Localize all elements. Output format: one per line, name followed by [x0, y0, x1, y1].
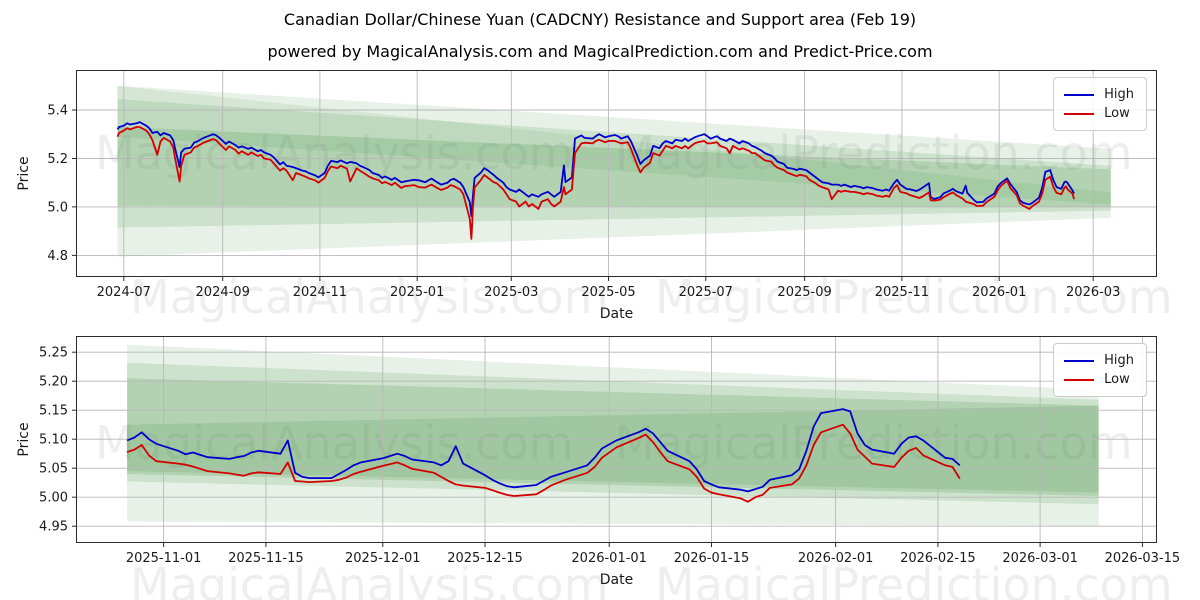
bottom-price-chart: 2025-11-01 2025-11-15 2025-12-01 2025-12-15… [16, 336, 1180, 588]
x-tick-label: 2025-11 [875, 285, 929, 300]
x-tick-label: 2026-01-15 [674, 551, 750, 566]
low-line [126, 423, 961, 503]
y-tick-label: 5.0 [47, 200, 68, 215]
legend-label-low: Low [1104, 106, 1130, 121]
band [127, 378, 1099, 496]
y-axis-label: Price [16, 422, 32, 456]
magicalanalysis-watermark: MagicalAnalysis.com [130, 558, 609, 600]
magicalprediction-watermark: MagicalPrediction.com [655, 270, 1173, 324]
x-tick-label: 2024-09 [196, 285, 250, 300]
legend-label-high: High [1104, 353, 1134, 368]
x-tick-label: 2025-11-01 [126, 551, 202, 566]
band [117, 99, 1111, 228]
x-tick-label: 2025-12-15 [447, 551, 523, 566]
support-resistance-bands [117, 85, 1111, 257]
low-line-swatch [1064, 378, 1095, 381]
band [117, 85, 1111, 257]
plot-frame [76, 336, 1157, 543]
x-axis-label: Date [600, 306, 633, 322]
magicalanalysis-watermark: MagicalAnalysis.com [130, 270, 609, 324]
x-tick-label: 2025-01 [390, 285, 444, 300]
magicalprediction-watermark: MagicalPrediction.com [655, 558, 1173, 600]
x-tick-label: 2026-03 [1066, 285, 1120, 300]
y-axis-label: Price [16, 156, 32, 190]
y-tick-label: 5.00 [39, 491, 68, 506]
x-tick-label: 2026-03-01 [1002, 551, 1078, 566]
legend-item-high: High [1064, 85, 1134, 104]
x-tick-label: 2025-05 [581, 285, 635, 300]
y-axis: 4.95 5.00 5.05 5.10 5.15 5.20 5.25 Price [16, 346, 76, 535]
band [127, 344, 1099, 527]
y-tick-label: 5.2 [47, 152, 68, 167]
y-axis: 4.8 5.0 5.2 5.4 Price [16, 104, 76, 264]
legend-item-high: High [1064, 351, 1134, 370]
x-axis-label: Date [600, 572, 633, 588]
low-line-swatch [1064, 112, 1095, 115]
gridlines [76, 336, 1157, 543]
support-resistance-bands [127, 344, 1099, 527]
x-axis: 2025-11-01 2025-11-15 2025-12-01 2025-12-15… [126, 543, 1180, 588]
y-tick-label: 5.10 [39, 433, 68, 448]
x-tick-label: 2026-02-15 [900, 551, 976, 566]
x-tick-label: 2026-01-01 [571, 551, 647, 566]
top-legend: High Low [1053, 77, 1147, 131]
x-tick-label: 2025-09 [777, 285, 831, 300]
x-tick-label: 2026-02-01 [798, 551, 874, 566]
high-line-swatch [1064, 93, 1095, 96]
x-tick-label: 2025-03 [484, 285, 538, 300]
y-tick-label: 5.05 [39, 462, 68, 477]
plot-frame [76, 70, 1157, 277]
y-tick-label: 5.20 [39, 375, 68, 390]
magicalanalysis-watermark: MagicalAnalysis.com [95, 416, 574, 470]
top-price-chart: 2024-07 2024-09 2024-11 2025-01 2025-03 2025-… [16, 70, 1157, 322]
x-tick-label: 2026-01 [972, 285, 1026, 300]
chart-subtitle: powered by MagicalAnalysis.com and Magic… [267, 42, 933, 61]
x-tick-label: 2026-03-15 [1105, 551, 1181, 566]
y-tick-label: 5.15 [39, 404, 68, 419]
x-tick-label: 2025-07 [679, 285, 733, 300]
y-tick-label: 4.8 [47, 249, 68, 264]
gridlines [76, 70, 1157, 277]
high-line-swatch [1064, 359, 1095, 362]
legend-label-low: Low [1104, 372, 1130, 387]
y-tick-label: 5.25 [39, 346, 68, 361]
legend-item-low: Low [1064, 370, 1134, 389]
y-tick-label: 4.95 [39, 520, 68, 535]
x-tick-label: 2024-07 [97, 285, 151, 300]
legend-item-low: Low [1064, 104, 1134, 123]
band [117, 85, 1111, 205]
bottom-legend: High Low [1053, 343, 1147, 397]
x-axis: 2024-07 2024-09 2024-11 2025-01 2025-03 2025-… [97, 277, 1120, 322]
y-tick-label: 5.4 [47, 104, 68, 119]
chart-title: Canadian Dollar/Chinese Yuan (CADCNY) Re… [283, 10, 917, 29]
x-tick-label: 2025-12-01 [345, 551, 421, 566]
high-line [126, 408, 961, 493]
high-line [116, 121, 1075, 218]
magicalprediction-watermark: MagicalPrediction.com [615, 416, 1133, 470]
x-tick-label: 2024-11 [293, 285, 347, 300]
low-line [116, 126, 1075, 240]
legend-label-high: High [1104, 87, 1134, 102]
x-tick-label: 2025-11-15 [228, 551, 304, 566]
